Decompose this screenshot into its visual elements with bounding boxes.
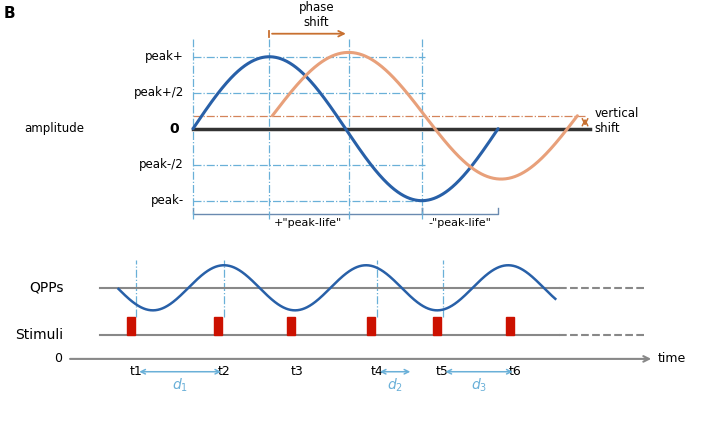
Bar — [505, 317, 514, 335]
Text: $d_3$: $d_3$ — [471, 377, 487, 394]
Text: t5: t5 — [436, 365, 449, 378]
Text: t3: t3 — [291, 365, 303, 378]
Text: 0: 0 — [170, 122, 180, 136]
Text: $d_2$: $d_2$ — [387, 377, 403, 394]
Text: t6: t6 — [509, 365, 522, 378]
Bar — [214, 317, 222, 335]
Text: -"peak-life": -"peak-life" — [429, 218, 491, 228]
Bar — [367, 317, 375, 335]
Text: peak+/2: peak+/2 — [134, 86, 184, 99]
Text: t2: t2 — [218, 365, 230, 378]
Text: peak-/2: peak-/2 — [139, 158, 184, 171]
Text: +"peak-life": +"peak-life" — [273, 218, 341, 228]
Text: t4: t4 — [370, 365, 384, 378]
Text: 0: 0 — [54, 352, 62, 366]
Bar — [287, 317, 295, 335]
Text: time: time — [658, 352, 686, 366]
Bar — [127, 317, 134, 335]
Text: amplitude: amplitude — [25, 122, 84, 135]
Text: phase
shift: phase shift — [298, 1, 334, 30]
Text: B: B — [4, 6, 15, 21]
Bar — [433, 317, 441, 335]
Text: peak-: peak- — [151, 194, 184, 207]
Text: vertical
shift: vertical shift — [594, 107, 639, 135]
Text: QPPs: QPPs — [29, 281, 63, 295]
Text: t1: t1 — [130, 365, 143, 378]
Text: $d_1$: $d_1$ — [172, 377, 188, 394]
Text: peak+: peak+ — [145, 50, 184, 63]
Text: Stimuli: Stimuli — [15, 328, 63, 341]
